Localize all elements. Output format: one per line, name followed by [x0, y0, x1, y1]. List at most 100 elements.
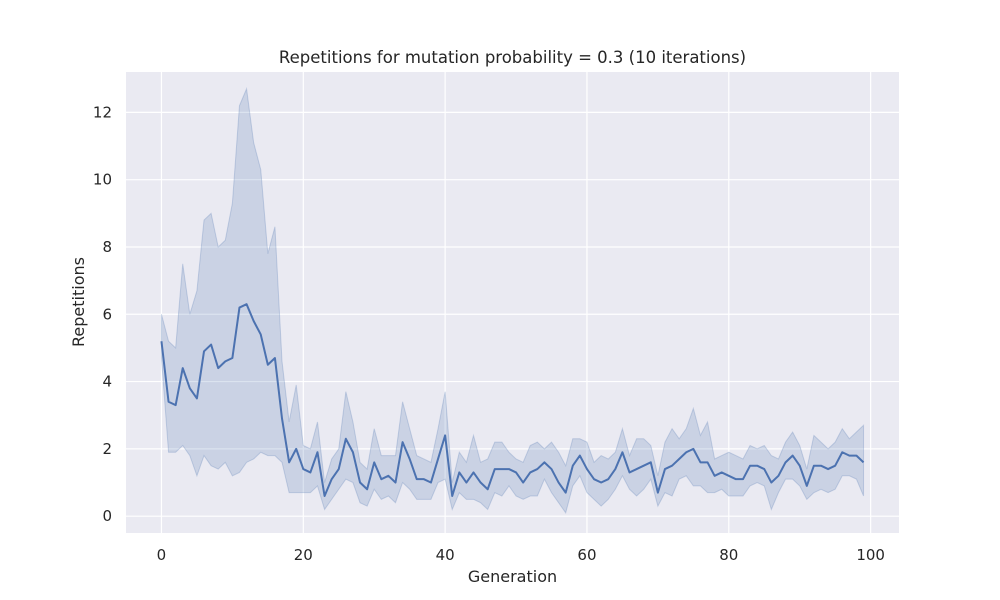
data-point: [862, 461, 865, 464]
x-tick-labels: 0 20 40 60 80 100: [157, 546, 885, 564]
data-point: [217, 367, 220, 370]
y-tick-label: 8: [102, 238, 112, 256]
data-point: [720, 471, 723, 474]
data-point: [472, 471, 475, 474]
data-point: [259, 333, 262, 336]
data-point: [401, 441, 404, 444]
data-point: [763, 468, 766, 471]
data-point: [727, 474, 730, 477]
data-point: [621, 451, 624, 454]
y-tick-label: 12: [93, 103, 112, 121]
data-point: [486, 488, 489, 491]
y-tick-label: 10: [93, 171, 112, 189]
x-tick-label: 40: [436, 546, 455, 564]
data-point: [692, 447, 695, 450]
data-point: [741, 478, 744, 481]
x-tick-label: 0: [157, 546, 167, 564]
y-tick-label: 4: [102, 373, 112, 391]
data-point: [195, 397, 198, 400]
data-point: [359, 481, 362, 484]
data-point: [273, 357, 276, 360]
y-tick-label: 6: [102, 305, 112, 323]
data-point: [678, 457, 681, 460]
confidence-band: [160, 86, 865, 514]
data-point: [663, 468, 666, 471]
data-point: [564, 491, 567, 494]
x-axis-label: Generation: [468, 567, 557, 586]
data-point: [408, 457, 411, 460]
data-point: [827, 468, 830, 471]
data-point: [437, 457, 440, 460]
y-axis-label: Repetitions: [69, 257, 88, 347]
data-point: [585, 468, 588, 471]
y-tick-labels: 0 2 4 6 8 10 12: [93, 103, 112, 525]
data-point: [536, 468, 539, 471]
data-point: [444, 434, 447, 437]
data-point: [238, 306, 241, 309]
data-point: [578, 454, 581, 457]
data-point: [309, 471, 312, 474]
data-point: [415, 478, 418, 481]
data-point: [387, 474, 390, 477]
data-point: [252, 320, 255, 323]
data-point: [429, 481, 432, 484]
x-tick-label: 80: [719, 546, 738, 564]
data-point: [635, 468, 638, 471]
data-point: [706, 461, 709, 464]
data-point: [557, 481, 560, 484]
data-point: [394, 481, 397, 484]
data-point: [749, 464, 752, 467]
data-point: [734, 478, 737, 481]
data-point: [834, 464, 837, 467]
data-point: [465, 481, 468, 484]
data-point: [281, 417, 284, 420]
data-point: [571, 464, 574, 467]
data-point: [770, 481, 773, 484]
data-point: [819, 464, 822, 467]
data-point: [628, 471, 631, 474]
data-point: [855, 454, 858, 457]
data-point: [713, 474, 716, 477]
data-point: [685, 451, 688, 454]
data-point: [160, 340, 163, 343]
data-point: [458, 471, 461, 474]
data-point: [798, 464, 801, 467]
data-point: [805, 484, 808, 487]
data-point: [479, 481, 482, 484]
data-point: [642, 464, 645, 467]
data-point: [380, 478, 383, 481]
data-point: [366, 488, 369, 491]
data-point: [302, 468, 305, 471]
data-point: [224, 360, 227, 363]
data-point: [522, 481, 525, 484]
data-point: [493, 468, 496, 471]
data-point: [699, 461, 702, 464]
chart-title: Repetitions for mutation probability = 0…: [279, 48, 746, 67]
data-point: [210, 343, 213, 346]
data-point: [550, 468, 553, 471]
y-tick-label: 2: [102, 440, 112, 458]
data-point: [529, 471, 532, 474]
data-point: [507, 468, 510, 471]
x-tick-label: 20: [294, 546, 313, 564]
data-point: [593, 478, 596, 481]
data-point: [174, 404, 177, 407]
data-point: [515, 471, 518, 474]
data-point: [614, 468, 617, 471]
data-point: [266, 363, 269, 366]
data-point: [543, 461, 546, 464]
data-point: [777, 474, 780, 477]
data-point: [373, 461, 376, 464]
data-point: [791, 454, 794, 457]
data-point: [295, 447, 298, 450]
data-point: [245, 303, 248, 306]
data-point: [231, 357, 234, 360]
y-tick-label: 0: [102, 507, 112, 525]
data-point: [671, 464, 674, 467]
data-point: [500, 468, 503, 471]
data-point: [344, 437, 347, 440]
data-point: [288, 461, 291, 464]
data-point: [167, 400, 170, 403]
data-point: [351, 451, 354, 454]
